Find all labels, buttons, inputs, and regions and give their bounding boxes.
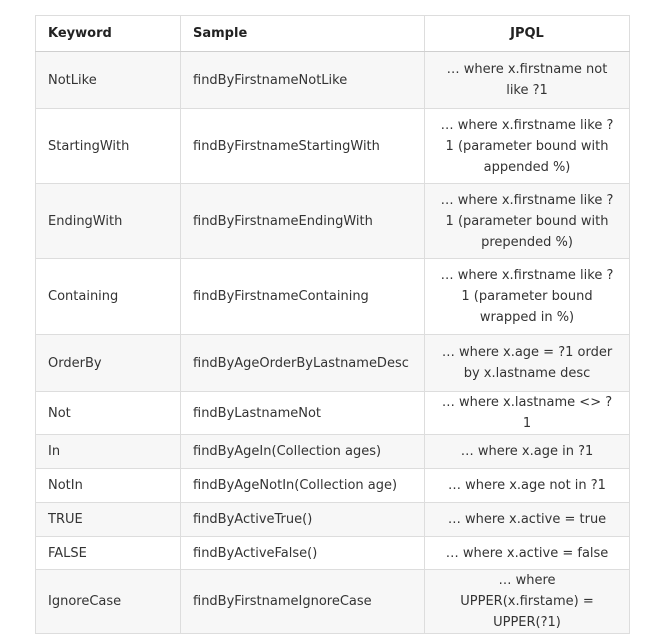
- sample-cell: findByAgeIn(Collection ages): [180, 434, 425, 469]
- table-header-row: Keyword Sample JPQL: [35, 15, 630, 52]
- jpql-keyword-table-container: Keyword Sample JPQL NotLike findByFirstn…: [35, 15, 630, 634]
- table-row: EndingWith findByFirstnameEndingWith … w…: [35, 183, 630, 259]
- table-row: In findByAgeIn(Collection ages) … where …: [35, 434, 630, 469]
- header-sample: Sample: [180, 15, 425, 52]
- table-row: Not findByLastnameNot … where x.lastname…: [35, 391, 630, 435]
- sample-cell: findByLastnameNot: [180, 391, 425, 435]
- keyword-cell: FALSE: [35, 536, 181, 570]
- table-row: FALSE findByActiveFalse() … where x.acti…: [35, 536, 630, 570]
- sample-cell: findByFirstnameStartingWith: [180, 108, 425, 184]
- jpql-cell: … where x.age in ?1: [424, 434, 630, 469]
- table-row: Containing findByFirstnameContaining … w…: [35, 258, 630, 335]
- table-row: OrderBy findByAgeOrderByLastnameDesc … w…: [35, 334, 630, 392]
- sample-cell: findByFirstnameNotLike: [180, 51, 425, 109]
- table-row: TRUE findByActiveTrue() … where x.active…: [35, 502, 630, 537]
- jpql-cell: … where x.firstname like ?1 (parameter b…: [424, 183, 630, 259]
- jpql-cell: … where x.firstname not like ?1: [424, 51, 630, 109]
- jpql-cell: … where x.firstname like ?1 (parameter b…: [424, 258, 630, 335]
- table-row: StartingWith findByFirstnameStartingWith…: [35, 108, 630, 184]
- header-jpql: JPQL: [424, 15, 630, 52]
- keyword-cell: NotIn: [35, 468, 181, 503]
- jpql-cell: … where x.firstname like ?1 (parameter b…: [424, 108, 630, 184]
- jpql-cell: … where x.active = false: [424, 536, 630, 570]
- header-keyword: Keyword: [35, 15, 181, 52]
- keyword-cell: Not: [35, 391, 181, 435]
- sample-cell: findByFirstnameEndingWith: [180, 183, 425, 259]
- table-row: NotIn findByAgeNotIn(Collection age) … w…: [35, 468, 630, 503]
- jpql-cell: … where x.age = ?1 order by x.lastname d…: [424, 334, 630, 392]
- sample-cell: findByAgeNotIn(Collection age): [180, 468, 425, 503]
- jpql-cell: … where UPPER(x.firstame) = UPPER(?1): [424, 569, 630, 634]
- jpql-cell: … where x.age not in ?1: [424, 468, 630, 503]
- table-row: IgnoreCase findByFirstnameIgnoreCase … w…: [35, 569, 630, 634]
- keyword-cell: StartingWith: [35, 108, 181, 184]
- jpql-keyword-table: Keyword Sample JPQL NotLike findByFirstn…: [35, 15, 630, 634]
- sample-cell: findByFirstnameContaining: [180, 258, 425, 335]
- keyword-cell: Containing: [35, 258, 181, 335]
- table-row: NotLike findByFirstnameNotLike … where x…: [35, 51, 630, 109]
- keyword-cell: EndingWith: [35, 183, 181, 259]
- keyword-cell: IgnoreCase: [35, 569, 181, 634]
- keyword-cell: OrderBy: [35, 334, 181, 392]
- sample-cell: findByActiveTrue(): [180, 502, 425, 537]
- sample-cell: findByAgeOrderByLastnameDesc: [180, 334, 425, 392]
- sample-cell: findByActiveFalse(): [180, 536, 425, 570]
- keyword-cell: In: [35, 434, 181, 469]
- jpql-cell: … where x.active = true: [424, 502, 630, 537]
- sample-cell: findByFirstnameIgnoreCase: [180, 569, 425, 634]
- keyword-cell: NotLike: [35, 51, 181, 109]
- keyword-cell: TRUE: [35, 502, 181, 537]
- jpql-cell: … where x.lastname <> ?1: [424, 391, 630, 435]
